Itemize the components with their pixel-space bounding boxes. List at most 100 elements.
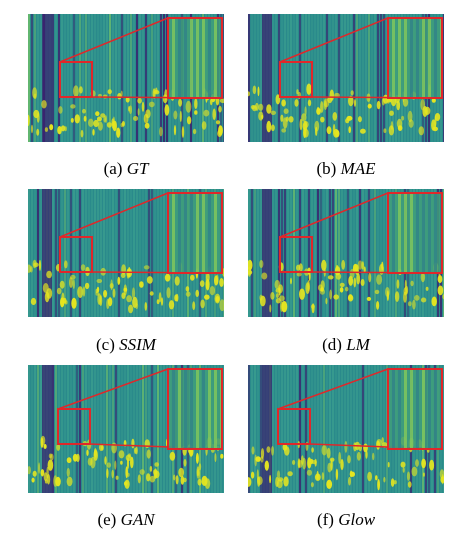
time-frame-streak (359, 14, 361, 142)
harmonic-blob (252, 85, 257, 95)
zoom-inset-streak (178, 193, 181, 273)
harmonic-blob (166, 287, 171, 299)
harmonic-blob (82, 286, 86, 297)
time-frame-streak (52, 189, 54, 317)
harmonic-blob (310, 304, 315, 309)
time-frame-streak (338, 365, 340, 493)
harmonic-blob (360, 128, 366, 134)
time-frame-streak (323, 365, 325, 493)
zoom-inset-streak (392, 18, 395, 98)
zoom-inset-streak (392, 369, 395, 449)
harmonic-blob (72, 279, 75, 290)
harmonic-blob (281, 99, 286, 107)
time-frame-streak (55, 189, 57, 317)
time-frame-streak (118, 189, 120, 317)
harmonic-blob (205, 272, 210, 282)
harmonic-blob (376, 440, 380, 450)
time-frame-streak (67, 189, 69, 317)
harmonic-blob (46, 270, 52, 279)
zoom-inset-streak (410, 18, 413, 98)
harmonic-blob (139, 281, 144, 288)
zoom-source-box (277, 408, 311, 445)
time-frame-streak (109, 189, 111, 317)
time-frame-streak (380, 189, 382, 317)
harmonic-blob (143, 265, 150, 270)
time-frame-streak (284, 14, 286, 142)
time-frame-streak (359, 189, 361, 317)
harmonic-blob (38, 462, 41, 474)
harmonic-blob (139, 469, 145, 475)
time-frame-streak (139, 189, 141, 317)
caption-letter: (e) (97, 510, 117, 529)
harmonic-blob (201, 121, 207, 130)
time-frame-streak (284, 189, 286, 317)
zoom-inset-streak (428, 193, 431, 273)
harmonic-blob (149, 475, 156, 483)
time-frame-streak (127, 189, 129, 317)
caption-letter: (f) (316, 510, 334, 529)
harmonic-blob (199, 280, 205, 287)
harmonic-blob (93, 448, 97, 458)
time-frame-streak (61, 365, 63, 493)
time-frame-streak (148, 189, 150, 317)
harmonic-blob (345, 118, 350, 124)
time-frame-streak (31, 365, 33, 493)
time-frame-streak (293, 189, 295, 317)
time-frame-streak (317, 14, 319, 142)
zoom-inset-fill (388, 18, 442, 98)
zoom-inset-streak (196, 193, 199, 273)
harmonic-blob (31, 477, 35, 483)
silence-band (42, 14, 52, 142)
harmonic-blob (209, 98, 213, 106)
time-frame-streak (356, 365, 358, 493)
time-frame-streak (299, 365, 301, 493)
time-frame-streak (248, 365, 250, 493)
zoom-inset-streak (422, 18, 425, 98)
harmonic-blob (350, 90, 354, 96)
time-frame-streak (109, 365, 111, 493)
harmonic-blob (257, 476, 261, 487)
harmonic-blob (48, 453, 52, 459)
caption-letter: (b) (316, 159, 337, 178)
harmonic-blob (47, 459, 54, 471)
harmonic-blob (152, 469, 158, 475)
time-frame-streak (142, 365, 144, 493)
time-frame-streak (154, 365, 156, 493)
harmonic-blob (372, 452, 375, 461)
harmonic-blob (394, 291, 400, 302)
time-frame-streak (103, 365, 105, 493)
time-frame-streak (377, 365, 379, 493)
zoom-inset-streak (190, 193, 193, 273)
time-frame-streak (112, 189, 114, 317)
time-frame-streak (296, 365, 298, 493)
zoom-inset-streak (202, 193, 205, 273)
zoom-inset-box (167, 17, 223, 99)
zoom-source-box (57, 408, 91, 445)
zoom-inset-streak (428, 18, 431, 98)
time-frame-streak (40, 365, 42, 493)
time-frame-streak (332, 14, 334, 142)
zoom-inset-streak (416, 18, 419, 98)
harmonic-blob (407, 110, 413, 123)
zoom-inset-fill (388, 193, 442, 273)
zoom-inset-streak (202, 369, 205, 449)
caption-lm: (d) LM (248, 335, 444, 355)
harmonic-blob (36, 128, 40, 136)
harmonic-blob (320, 101, 324, 113)
time-frame-streak (362, 365, 364, 493)
harmonic-blob (80, 264, 86, 271)
time-frame-streak (272, 365, 274, 493)
time-frame-streak (362, 189, 364, 317)
harmonic-blob (431, 296, 437, 307)
zoom-inset-streak (410, 369, 413, 449)
harmonic-blob (132, 296, 138, 308)
time-frame-streak (293, 365, 295, 493)
zoom-inset-streak (434, 369, 437, 449)
harmonic-blob (114, 460, 117, 470)
harmonic-blob (374, 289, 380, 295)
time-frame-streak (157, 365, 159, 493)
harmonic-blob (248, 477, 252, 487)
harmonic-blob (60, 297, 65, 308)
zoom-inset-streak (410, 193, 413, 273)
spectrogram-gan (28, 365, 224, 493)
